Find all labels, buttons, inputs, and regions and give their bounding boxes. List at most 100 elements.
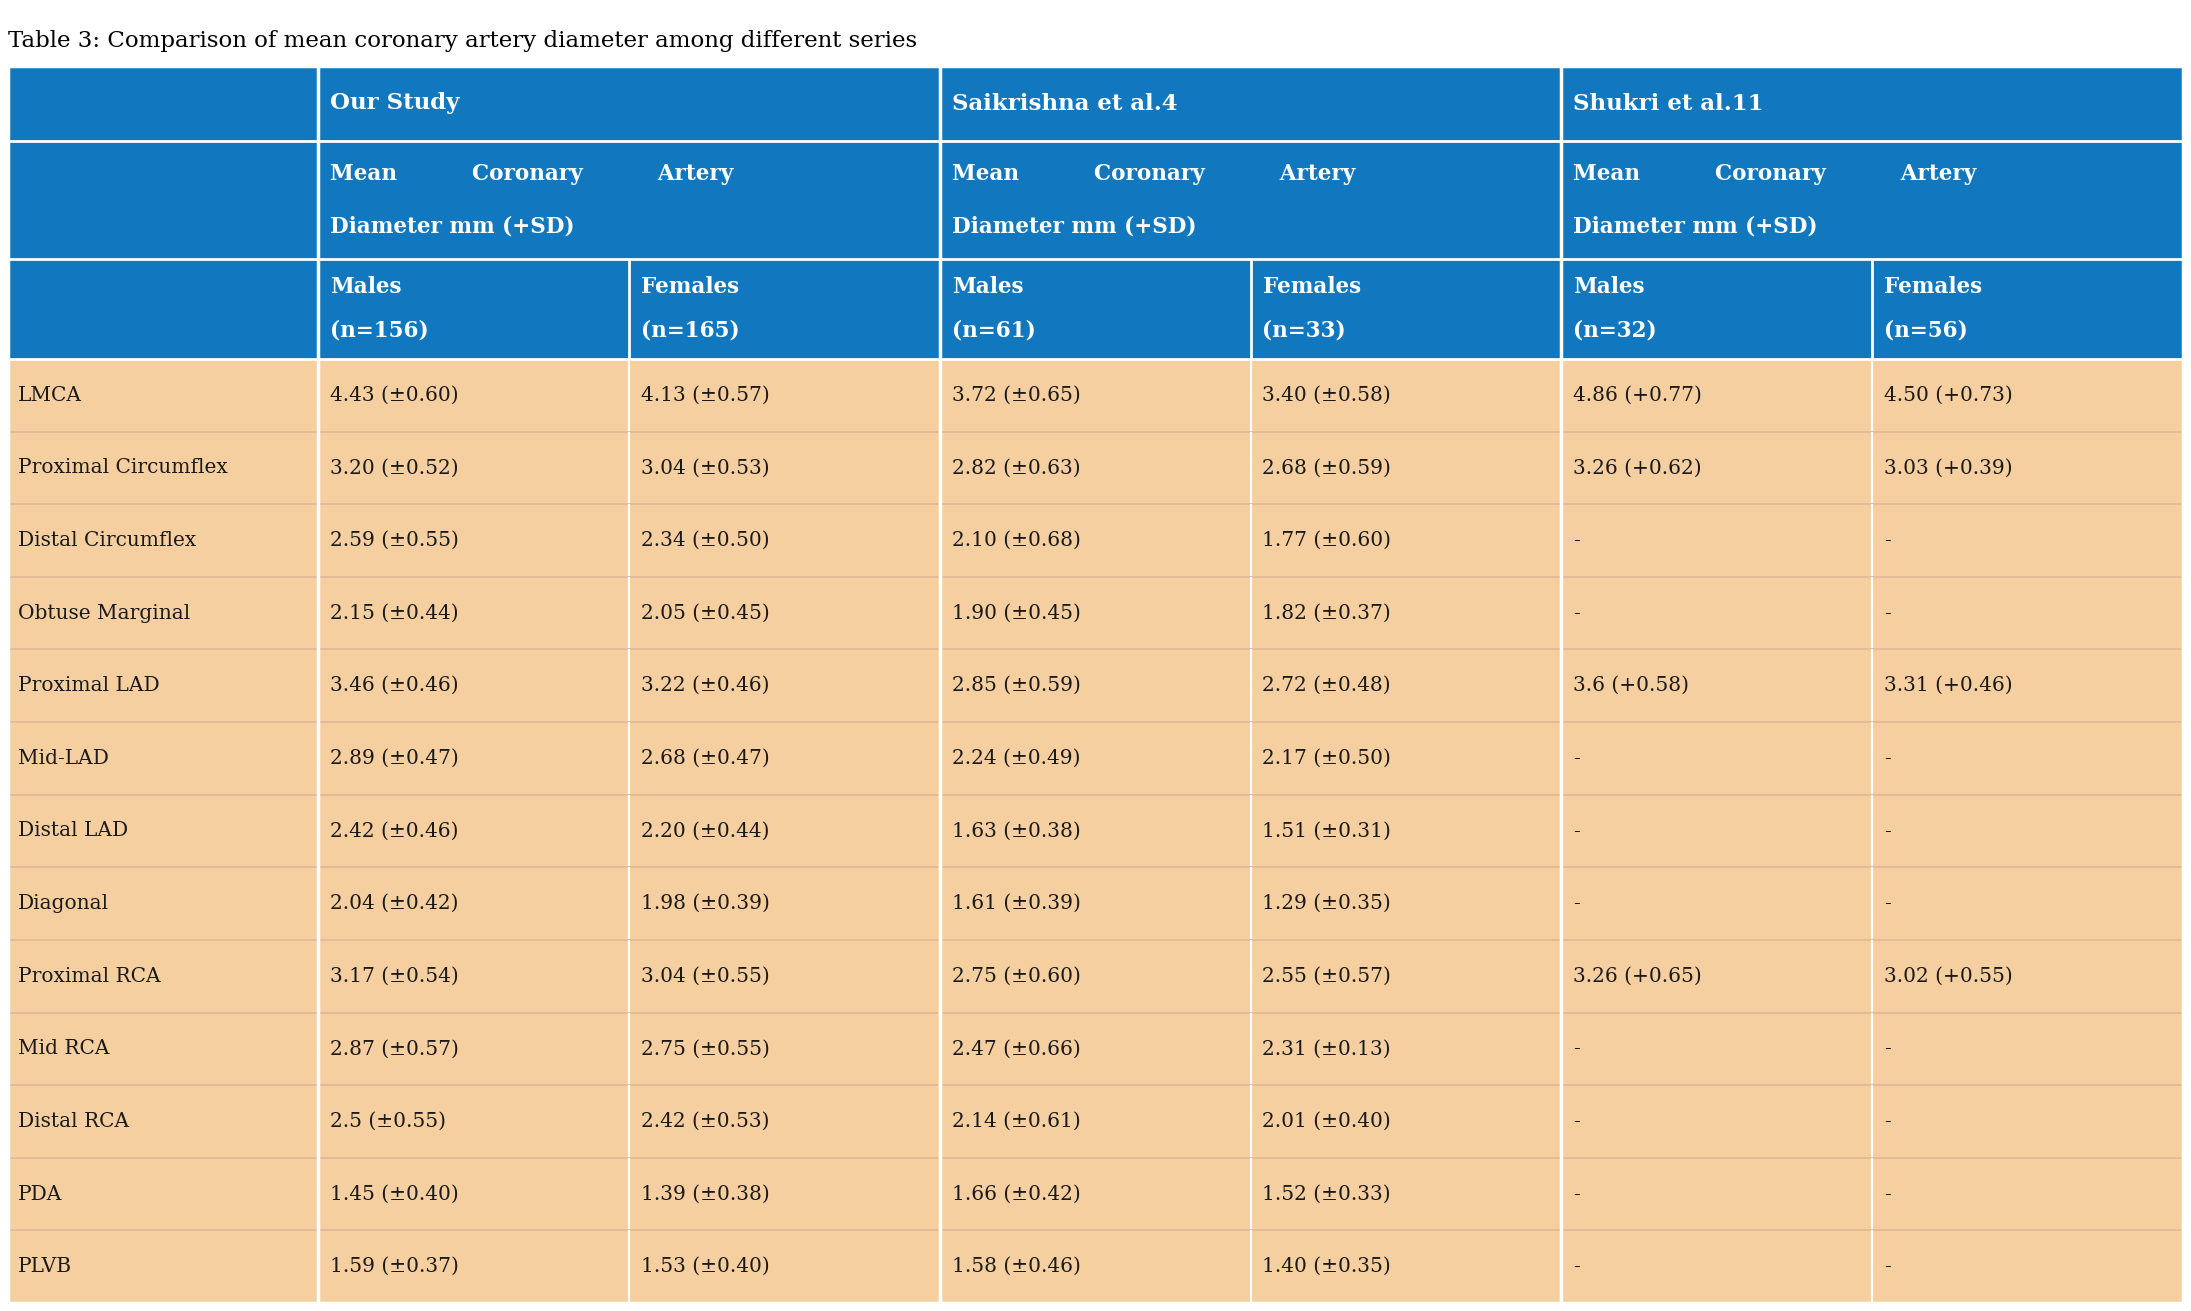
Polygon shape (940, 722, 1251, 794)
Polygon shape (1562, 1012, 1871, 1086)
Polygon shape (1871, 940, 2182, 1012)
Text: 2.20 (±0.44): 2.20 (±0.44) (640, 822, 769, 840)
Polygon shape (1871, 649, 2182, 722)
Polygon shape (318, 577, 629, 649)
Text: 1.63 (±0.38): 1.63 (±0.38) (951, 822, 1080, 840)
Polygon shape (1562, 577, 1871, 649)
Polygon shape (940, 868, 1251, 940)
Polygon shape (1871, 1086, 2182, 1158)
Polygon shape (1871, 505, 2182, 577)
Polygon shape (1871, 1158, 2182, 1231)
Text: Males: Males (1573, 277, 1645, 298)
Polygon shape (1251, 940, 1562, 1012)
Polygon shape (318, 431, 629, 505)
Text: 2.42 (±0.46): 2.42 (±0.46) (331, 822, 458, 840)
Polygon shape (9, 794, 318, 868)
Text: Males: Males (951, 277, 1023, 298)
Polygon shape (1251, 1158, 1562, 1231)
Text: 1.61 (±0.39): 1.61 (±0.39) (951, 894, 1080, 914)
Polygon shape (318, 1231, 629, 1303)
Polygon shape (9, 1086, 318, 1158)
Text: 3.04 (±0.53): 3.04 (±0.53) (640, 459, 769, 477)
Text: 2.85 (±0.59): 2.85 (±0.59) (951, 676, 1080, 695)
Polygon shape (1871, 260, 2182, 359)
Polygon shape (9, 940, 318, 1012)
Text: 2.42 (±0.53): 2.42 (±0.53) (640, 1112, 769, 1131)
Polygon shape (1871, 794, 2182, 868)
Text: 2.04 (±0.42): 2.04 (±0.42) (331, 894, 458, 914)
Polygon shape (9, 1158, 318, 1231)
Text: Proximal Circumflex: Proximal Circumflex (18, 459, 228, 477)
Polygon shape (629, 431, 940, 505)
Text: -: - (1573, 531, 1580, 551)
Polygon shape (1562, 1158, 1871, 1231)
Text: Diameter mm (+SD): Diameter mm (+SD) (331, 215, 574, 237)
Text: 2.87 (±0.57): 2.87 (±0.57) (331, 1040, 458, 1058)
Text: Females: Females (1262, 277, 1361, 298)
Text: -: - (1884, 1257, 1891, 1276)
Text: Mid-LAD: Mid-LAD (18, 749, 110, 768)
Text: 2.68 (±0.59): 2.68 (±0.59) (1262, 459, 1391, 477)
Polygon shape (1871, 431, 2182, 505)
Polygon shape (318, 260, 629, 359)
Text: (n=156): (n=156) (331, 320, 429, 342)
Text: 2.59 (±0.55): 2.59 (±0.55) (331, 531, 458, 551)
Text: 1.59 (±0.37): 1.59 (±0.37) (331, 1257, 458, 1276)
Text: -: - (1573, 1185, 1580, 1203)
Text: Females: Females (1884, 277, 1983, 298)
Polygon shape (1251, 260, 1562, 359)
Text: 3.26 (+0.65): 3.26 (+0.65) (1573, 966, 1702, 986)
Text: 2.24 (±0.49): 2.24 (±0.49) (951, 749, 1080, 768)
Text: 1.52 (±0.33): 1.52 (±0.33) (1262, 1185, 1391, 1203)
Text: (n=33): (n=33) (1262, 320, 1345, 342)
Text: 2.01 (±0.40): 2.01 (±0.40) (1262, 1112, 1391, 1131)
Text: 2.55 (±0.57): 2.55 (±0.57) (1262, 966, 1391, 986)
Polygon shape (1562, 359, 1871, 431)
Text: 2.47 (±0.66): 2.47 (±0.66) (951, 1040, 1080, 1058)
Polygon shape (318, 649, 629, 722)
Text: 3.72 (±0.65): 3.72 (±0.65) (951, 385, 1080, 405)
Polygon shape (1251, 1086, 1562, 1158)
Text: 3.6 (+0.58): 3.6 (+0.58) (1573, 676, 1689, 695)
Text: LMCA: LMCA (18, 385, 81, 405)
Polygon shape (940, 359, 1251, 431)
Polygon shape (9, 260, 318, 359)
Polygon shape (940, 260, 1251, 359)
Polygon shape (629, 577, 940, 649)
Polygon shape (1251, 577, 1562, 649)
Text: 2.14 (±0.61): 2.14 (±0.61) (951, 1112, 1080, 1131)
Text: 1.40 (±0.35): 1.40 (±0.35) (1262, 1257, 1391, 1276)
Polygon shape (1251, 505, 1562, 577)
Text: PLVB: PLVB (18, 1257, 72, 1276)
Polygon shape (318, 66, 940, 142)
Polygon shape (1871, 1012, 2182, 1086)
Polygon shape (318, 505, 629, 577)
Polygon shape (1562, 940, 1871, 1012)
Text: -: - (1884, 1185, 1891, 1203)
Text: 2.89 (±0.47): 2.89 (±0.47) (331, 749, 458, 768)
Polygon shape (9, 359, 318, 431)
Polygon shape (629, 1158, 940, 1231)
Text: -: - (1573, 1112, 1580, 1131)
Text: Shukri et al.11: Shukri et al.11 (1573, 93, 1764, 114)
Polygon shape (1871, 359, 2182, 431)
Text: 4.50 (+0.73): 4.50 (+0.73) (1884, 385, 2014, 405)
Text: 3.17 (±0.54): 3.17 (±0.54) (331, 966, 458, 986)
Polygon shape (318, 1158, 629, 1231)
Polygon shape (318, 359, 629, 431)
Polygon shape (9, 66, 318, 142)
Text: -: - (1573, 822, 1580, 840)
Polygon shape (318, 1086, 629, 1158)
Polygon shape (629, 359, 940, 431)
Text: Proximal RCA: Proximal RCA (18, 966, 160, 986)
Polygon shape (318, 1012, 629, 1086)
Text: Males: Males (331, 277, 401, 298)
Text: 1.98 (±0.39): 1.98 (±0.39) (640, 894, 769, 914)
Polygon shape (629, 940, 940, 1012)
Polygon shape (940, 505, 1251, 577)
Text: 3.04 (±0.55): 3.04 (±0.55) (640, 966, 769, 986)
Text: Distal RCA: Distal RCA (18, 1112, 129, 1131)
Polygon shape (1251, 1231, 1562, 1303)
Text: 2.5 (±0.55): 2.5 (±0.55) (331, 1112, 447, 1131)
Polygon shape (1562, 794, 1871, 868)
